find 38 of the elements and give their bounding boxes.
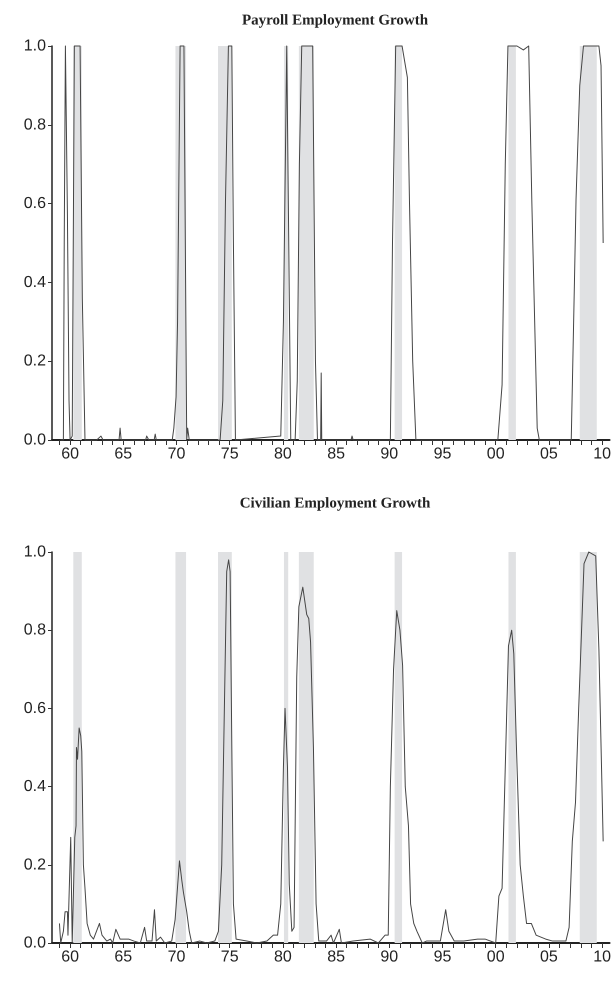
x-tick-label: 60 (61, 446, 80, 462)
y-tick-label: 1.0 (24, 544, 46, 560)
x-tick-label: 00 (486, 446, 505, 462)
y-tick-label: 0.6 (24, 700, 46, 717)
x-tick-label: 10 (593, 948, 612, 966)
x-tick-label: 75 (220, 948, 239, 966)
x-tick-label: 70 (168, 446, 186, 462)
x-tick-label: 90 (380, 948, 398, 966)
line-series (58, 552, 604, 944)
x-tick-label: 75 (220, 446, 239, 462)
x-tick-label: 65 (114, 446, 132, 462)
line-series (60, 46, 604, 440)
y-tick-label: 0.4 (24, 274, 46, 291)
chart-title: Civilian Employment Growth (240, 496, 431, 512)
x-tick-label: 90 (380, 446, 398, 462)
y-tick-label: 0.8 (24, 116, 46, 134)
x-tick-label: 85 (327, 446, 346, 462)
x-tick-label: 60 (61, 948, 80, 966)
x-tick-label: 65 (114, 948, 132, 966)
x-tick-label: 85 (327, 948, 346, 966)
chart-title: Payroll Employment Growth (242, 12, 429, 28)
y-tick-label: 0.2 (24, 352, 46, 370)
x-tick-label: 70 (168, 948, 186, 966)
x-tick-label: 00 (486, 948, 505, 966)
y-tick-label: 0.2 (24, 856, 46, 874)
y-tick-label: 0.0 (24, 432, 46, 448)
x-tick-label: 05 (540, 948, 558, 966)
x-tick-label: 80 (274, 446, 292, 462)
x-tick-label: 95 (434, 446, 452, 462)
x-tick-label: 95 (434, 948, 452, 966)
y-tick-label: 0.6 (24, 195, 46, 212)
x-tick-label: 80 (274, 948, 292, 966)
x-tick-label: 10 (593, 446, 612, 462)
y-tick-label: 0.8 (24, 622, 46, 639)
y-tick-label: 0.0 (24, 934, 46, 952)
y-tick-label: 0.4 (24, 778, 46, 796)
x-tick-label: 05 (540, 446, 558, 462)
y-tick-label: 1.0 (24, 38, 46, 54)
